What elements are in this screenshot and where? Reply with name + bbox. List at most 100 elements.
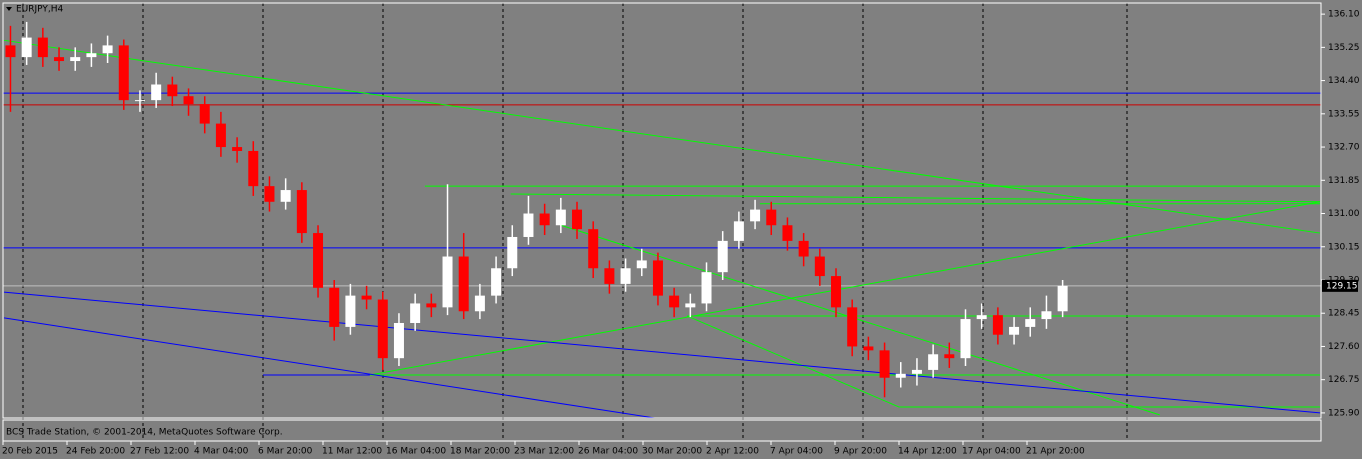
candle-body: [248, 150, 259, 187]
footer: BCS Trade Station, © 2001-2014, MetaQuot…: [6, 428, 283, 438]
y-tick-label: 135.25: [1328, 43, 1360, 53]
candle-body: [280, 190, 291, 202]
x-tick-label: 11 Mar 12:00: [322, 447, 382, 457]
x-tick-label: 27 Feb 12:00: [130, 447, 189, 457]
candle-body: [345, 295, 356, 327]
x-tick-label: 17 Apr 04:00: [962, 447, 1021, 457]
candle-body: [410, 303, 421, 323]
candle-body: [766, 209, 777, 226]
x-tick-label: 23 Mar 12:00: [514, 447, 574, 457]
candle-body: [604, 268, 615, 284]
candle-body: [329, 287, 340, 327]
candle-body: [944, 354, 955, 359]
y-tick-label: 130.15: [1328, 242, 1360, 252]
candle-body: [1041, 311, 1052, 320]
price-box: [1322, 279, 1358, 292]
candle-body: [151, 84, 162, 101]
x-tick-label: 21 Apr 20:00: [1026, 447, 1085, 457]
candle-body: [361, 295, 372, 300]
y-tick-label: 127.60: [1328, 342, 1360, 352]
candle-body: [717, 240, 728, 273]
x-tick-label: 26 Mar 04:00: [578, 447, 638, 457]
axes: 136.10 135.25 134.40 133.55 132.70 131.85 131.…: [2, 10, 1360, 457]
x-tick-label: 18 Mar 20:00: [450, 447, 510, 457]
candle-body: [86, 53, 97, 58]
candle-body: [572, 209, 583, 230]
y-tick-label: 125.90: [1328, 408, 1360, 418]
candle-body: [491, 268, 502, 296]
candle-body: [782, 225, 793, 241]
candle-body: [37, 37, 48, 58]
candle-body: [442, 256, 453, 308]
candle-body: [685, 303, 696, 308]
menu-arrow: [6, 7, 12, 11]
candle-body: [313, 233, 324, 288]
sub-window-frame: [2, 419, 1322, 442]
candle-body: [377, 299, 388, 359]
candle-body: [426, 303, 437, 308]
trendline: [3, 39, 1321, 234]
candle-body: [863, 346, 874, 351]
candle-body: [733, 221, 744, 241]
candle-body: [960, 319, 971, 359]
candle-body: [393, 322, 404, 359]
trendline: [560, 224, 1160, 416]
candle-body: [167, 84, 178, 97]
trendline: [3, 291, 1321, 414]
candle-body: [134, 100, 145, 102]
candle-body: [620, 268, 631, 284]
candle-body: [636, 260, 647, 269]
candle-body: [539, 213, 550, 226]
candle-body: [911, 369, 922, 374]
y-tick-label: 134.40: [1328, 76, 1360, 86]
candle-body: [652, 260, 663, 296]
candle-body: [232, 147, 243, 151]
x-tick-label: 14 Apr 12:00: [898, 447, 957, 457]
candle-body: [296, 190, 307, 234]
x-tick-label: 7 Apr 04:00: [770, 447, 823, 457]
v-grid: [22, 3, 1128, 441]
trendline: [510, 193, 1321, 203]
y-tick-label: 131.85: [1328, 176, 1360, 186]
candle-body: [992, 315, 1003, 335]
candle-body: [199, 104, 210, 124]
trendline: [3, 317, 655, 419]
candle-body: [701, 272, 712, 304]
candle-body: [474, 295, 485, 312]
x-tick-label: 30 Mar 20:00: [642, 447, 702, 457]
candle-body: [264, 186, 275, 202]
plot: [3, 21, 1321, 419]
candle-body: [669, 295, 680, 308]
candle-body: [458, 256, 469, 312]
candle-body: [879, 350, 890, 378]
y-tick-label: 131.00: [1328, 209, 1360, 219]
candle-body: [798, 240, 809, 257]
trendline: [686, 315, 900, 408]
candle-body: [750, 209, 761, 222]
x-tick-label: 16 Mar 04:00: [386, 447, 446, 457]
candle-body: [588, 229, 599, 269]
candle-body: [555, 209, 566, 226]
candle-body: [831, 276, 842, 308]
candle-body: [118, 45, 129, 101]
price-label: 129.15: [1326, 281, 1358, 291]
chart-frame: [2, 2, 1322, 419]
x-tick-label: 9 Apr 20:00: [834, 447, 887, 457]
candle-body: [1057, 285, 1068, 312]
y-tick-label: 136.10: [1328, 10, 1360, 20]
x-tick-label: 4 Mar 04:00: [194, 447, 249, 457]
candle-body: [847, 307, 858, 347]
candle-body: [21, 37, 32, 58]
candle-body: [814, 256, 825, 277]
x-tick-label: 2 Apr 12:00: [706, 447, 759, 457]
candle-body: [54, 57, 65, 62]
candle-body: [215, 123, 226, 148]
candle-body: [1009, 326, 1020, 335]
y-tick-label: 126.75: [1328, 375, 1360, 385]
candle-body: [5, 45, 16, 58]
candle-body: [183, 96, 194, 105]
chart-title: EURJPY,H4: [16, 5, 64, 15]
candle-body: [1025, 319, 1036, 327]
